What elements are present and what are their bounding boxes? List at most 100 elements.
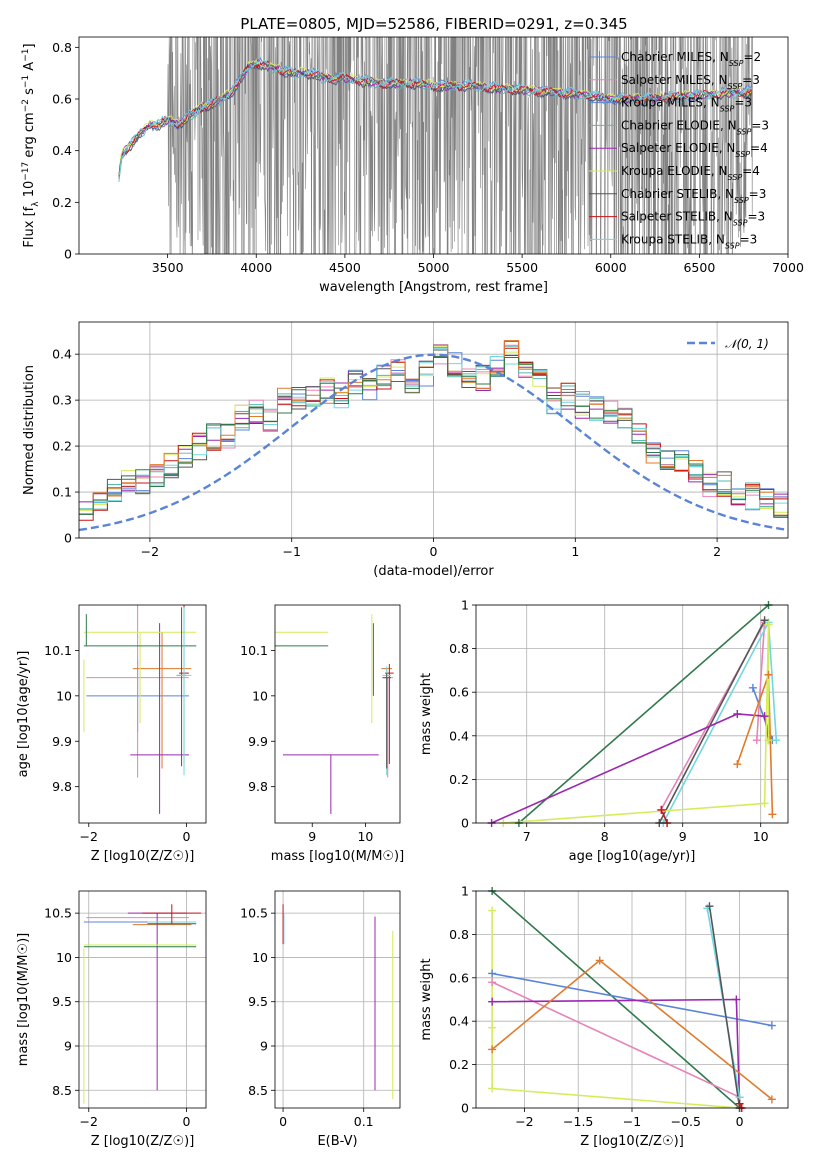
weight-point-marker xyxy=(488,1084,497,1093)
age_vs_Z-plot-area xyxy=(83,605,197,814)
weight_vs_age-panel: 7 8 9 10 0 0.2 0.4 0.6 0.8 1 age [log10(age/yr)] ma… xyxy=(419,598,789,864)
weight-point-marker xyxy=(595,956,604,965)
legend-label-main: Kroupa MILES, N xyxy=(621,96,720,110)
weight-point-marker xyxy=(767,1021,776,1030)
weight-series-line xyxy=(660,809,668,823)
legend-label-sub: SSP xyxy=(728,81,743,90)
legend-label: Kroupa ELODIE, NSSP=4 xyxy=(621,164,760,182)
weight_vs_Z-plot-area xyxy=(491,891,773,1108)
weight-point-marker xyxy=(733,710,742,718)
legend-label-sub: SSP xyxy=(737,127,752,136)
x-tick-label: −0.5 xyxy=(671,1114,701,1129)
x-tick-label: 6500 xyxy=(683,260,715,275)
x-tick-label: 10 xyxy=(753,829,769,844)
legend-label: Chabrier MILES, NSSP=2 xyxy=(621,50,761,68)
weight-point-marker xyxy=(764,620,773,629)
y-tick-label: 0.8 xyxy=(449,927,469,942)
legend-label: Salpeter ELODIE, NSSP=4 xyxy=(621,141,768,159)
x-tick-label: −2 xyxy=(141,544,159,559)
y-tick-label: 1 xyxy=(461,884,469,899)
age_vs_mass-panel: 9 10 9.8 9.9 10 10.1 mass [log10(M/M☉)] xyxy=(240,604,404,864)
x-tick-label: 4500 xyxy=(329,260,361,275)
weight-point-marker xyxy=(488,1023,497,1032)
x-axis-label: Z [log10(Z/Z☉)] xyxy=(580,1134,684,1149)
y-tick-label: 0 xyxy=(64,247,72,262)
y-axis-label-part: mass weight xyxy=(419,958,434,1040)
y-tick-label: 8.5 xyxy=(248,1083,268,1098)
x-tick-label: 7000 xyxy=(772,260,804,275)
spectrum-model-line xyxy=(118,63,753,177)
y-tick-label: 0.4 xyxy=(52,143,72,158)
x-axis-label: age [log10(age/yr)] xyxy=(569,849,696,864)
x-axis-label: (data-model)/error xyxy=(373,564,494,579)
legend-label-suffix: =3 xyxy=(740,232,758,246)
legend-label-sub: SSP xyxy=(725,241,740,250)
weight-series-line xyxy=(708,906,741,1108)
weight_vs_age-frame xyxy=(475,604,789,824)
histogram-step-line xyxy=(79,341,788,518)
weight-series-line xyxy=(658,619,766,823)
x-tick-label: 0 xyxy=(736,1114,744,1129)
y-axis-label-part: Normed distribution xyxy=(22,365,37,495)
y-tick-label: 0.6 xyxy=(449,970,469,985)
legend-label-suffix: =3 xyxy=(734,96,752,110)
y-axis-label-part: λ xyxy=(31,201,41,207)
legend-label-suffix: =2 xyxy=(743,50,761,64)
y-tick-label: 0 xyxy=(64,531,72,546)
x-axis-label-part: (data-model)/error xyxy=(373,564,494,579)
y-tick-label: 9.8 xyxy=(52,779,72,794)
x-tick-label: 7 xyxy=(523,829,531,844)
y-tick-label: 9 xyxy=(260,1039,268,1054)
y-tick-label: 0 xyxy=(461,1101,469,1116)
y-tick-label: 0.4 xyxy=(449,728,469,743)
figure-title: PLATE=0805, MJD=52586, FIBERID=0291, z=0… xyxy=(240,15,627,33)
legend-label-main: Kroupa ELODIE, N xyxy=(621,164,728,178)
x-tick-label: −2 xyxy=(80,1114,98,1129)
x-tick-label: 0 xyxy=(182,829,190,844)
weight-point-marker xyxy=(488,969,497,978)
residuals-panel: −2 −1 0 1 2 0 0.1 0.2 0.3 0.4 (data-model)/error No… xyxy=(22,321,789,579)
histogram-step-line xyxy=(79,340,788,511)
legend-label-suffix: =3 xyxy=(749,187,767,201)
y-tick-label: 9.5 xyxy=(248,994,268,1009)
weight-point-marker xyxy=(767,1095,776,1104)
y-tick-label: 0.6 xyxy=(449,685,469,700)
mass_vs_Z-plot-area xyxy=(83,904,202,1104)
weight-point-marker xyxy=(488,978,497,987)
spectrum-model-line xyxy=(118,59,752,176)
y-tick-label: 10 xyxy=(252,950,268,965)
weight-point-marker xyxy=(488,1045,497,1054)
y-axis-label-part: −2 xyxy=(21,99,31,112)
x-tick-label: −1 xyxy=(282,544,300,559)
legend-label-suffix: =3 xyxy=(751,118,769,132)
weight-point-marker xyxy=(760,616,769,625)
legend-label-suffix: =4 xyxy=(742,164,760,178)
y-axis-label-part: −1 xyxy=(21,49,31,62)
y-tick-label: 9.8 xyxy=(248,779,268,794)
legend-label-suffix: =3 xyxy=(742,73,760,87)
y-axis-label-part: A xyxy=(22,62,37,75)
spectrum-frame xyxy=(78,36,789,255)
x-tick-label: 2 xyxy=(713,544,721,559)
weight-point-marker xyxy=(733,760,742,769)
spectrum-model-line xyxy=(118,58,752,175)
histogram-step-line xyxy=(79,345,788,529)
x-tick-label: 8 xyxy=(601,829,609,844)
histogram-step-line xyxy=(79,344,788,527)
y-tick-label: 10 xyxy=(252,688,268,703)
y-axis-label: Flux [fλ 10−17 erg cm−2 s−1 A−1] xyxy=(21,43,41,247)
y-axis-label-part: Flux [f xyxy=(22,206,37,247)
x-axis-label: Z [log10(Z/Z☉)] xyxy=(91,849,195,864)
x-tick-label: 0 xyxy=(430,544,438,559)
legend-label: Kroupa STELIB, NSSP=3 xyxy=(621,232,757,250)
y-tick-label: 9.9 xyxy=(248,734,268,749)
x-tick-label: 5000 xyxy=(418,260,450,275)
x-tick-label: −2 xyxy=(515,1114,533,1129)
y-axis-label-part: 10 xyxy=(22,181,37,202)
y-axis-label-part: −17 xyxy=(21,162,31,181)
y-tick-label: 9.9 xyxy=(52,734,72,749)
y-tick-label: 10.5 xyxy=(44,906,72,921)
weight-point-marker xyxy=(735,1099,744,1108)
legend-label-sub: SSP xyxy=(720,104,735,113)
